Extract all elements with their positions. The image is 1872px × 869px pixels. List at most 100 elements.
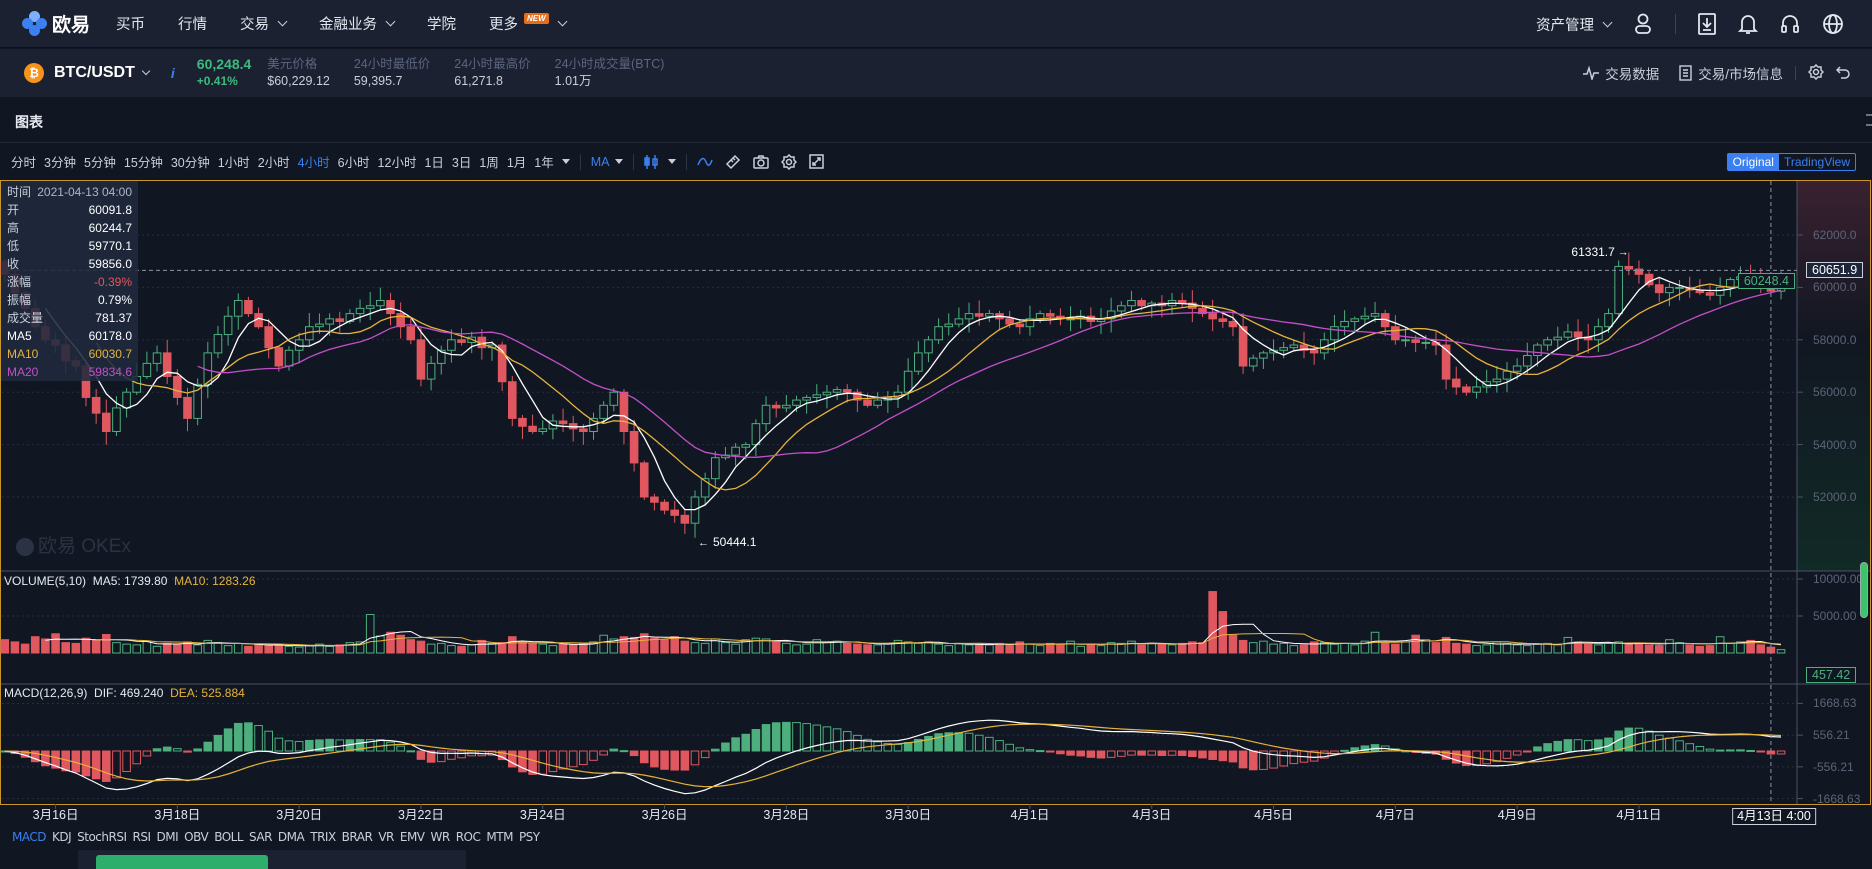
indicator-tab-dma[interactable]: DMA xyxy=(277,830,305,844)
volume-bar xyxy=(812,639,822,654)
indicator-tab-vr[interactable]: VR xyxy=(378,830,394,844)
line-draw-icon[interactable] xyxy=(697,157,714,167)
interval-14[interactable]: 1年 xyxy=(534,156,554,170)
interval-1[interactable]: 3分钟 xyxy=(44,156,76,170)
volume-bar xyxy=(325,645,334,654)
value: 0.79% xyxy=(97,293,132,307)
interval-3[interactable]: 15分钟 xyxy=(123,156,163,170)
volume-bar xyxy=(142,640,152,654)
market-info-button[interactable]: 交易/市场信息 xyxy=(1679,63,1783,83)
asset-management-menu[interactable]: 资产管理 xyxy=(1536,14,1613,35)
interval-7[interactable]: 4小时 xyxy=(297,156,330,170)
volume-bar xyxy=(1634,642,1644,654)
indicator-tab-obv[interactable]: OBV xyxy=(184,830,209,844)
indicator-tab-rsi[interactable]: RSI xyxy=(132,830,152,844)
indicator-tab-brar[interactable]: BRAR xyxy=(341,830,373,844)
nav-item-4[interactable]: 学院 xyxy=(427,13,456,34)
settings-gear-icon[interactable] xyxy=(1807,63,1825,83)
interval-5[interactable]: 1小时 xyxy=(217,156,250,170)
interval-10[interactable]: 1日 xyxy=(424,156,444,170)
indicator-tab-trix[interactable]: TRIX xyxy=(310,830,336,844)
interval-6[interactable]: 2小时 xyxy=(257,156,290,170)
fullscreen-icon[interactable] xyxy=(809,154,825,169)
candle-type-icon[interactable] xyxy=(644,154,659,170)
globe-icon[interactable] xyxy=(1822,13,1844,35)
user-icon[interactable] xyxy=(1633,13,1653,35)
candle-body xyxy=(832,389,842,393)
volume-bar xyxy=(538,643,548,654)
label: 时间 xyxy=(7,185,32,199)
indicator-tab-emv[interactable]: EMV xyxy=(399,830,425,844)
candle-body xyxy=(1330,326,1339,341)
indicator-tab-sar[interactable]: SAR xyxy=(249,830,272,844)
headset-icon[interactable] xyxy=(1780,13,1800,35)
interval-9[interactable]: 12小时 xyxy=(377,156,417,170)
macd-histogram-bar xyxy=(1320,750,1329,759)
interval-11[interactable]: 3日 xyxy=(451,156,472,170)
bell-icon[interactable] xyxy=(1738,13,1758,35)
ruler-icon[interactable] xyxy=(725,154,741,170)
indicator-tab-kdj[interactable]: KDJ xyxy=(51,830,72,844)
view-tradingview-button[interactable]: TradingView xyxy=(1783,155,1850,169)
nav-item-2[interactable]: 交易 xyxy=(240,13,288,34)
interval-8[interactable]: 6小时 xyxy=(337,156,370,170)
candle-body xyxy=(447,339,456,351)
value: -0.39% xyxy=(93,275,132,289)
indicator-tab-dmi[interactable]: DMI xyxy=(156,830,179,844)
download-icon[interactable] xyxy=(1698,13,1716,35)
nav-item-3[interactable]: 金融业务 xyxy=(319,13,396,34)
trade-data-button[interactable]: 交易数据 xyxy=(1583,63,1659,83)
macd-histogram-bar xyxy=(1492,750,1502,763)
nav-item-0[interactable]: 买币 xyxy=(116,13,145,34)
interval-4[interactable]: 30分钟 xyxy=(170,156,210,170)
value: 60244.7 xyxy=(88,221,132,235)
macd-histogram-bar xyxy=(1340,749,1349,752)
macd-histogram-bar xyxy=(365,739,375,752)
interval-12[interactable]: 1周 xyxy=(479,156,499,170)
candle-type-caret-icon[interactable] xyxy=(668,159,677,164)
macd-histogram-bar xyxy=(51,750,60,769)
buy-tab-button[interactable] xyxy=(96,855,268,869)
macd-histogram-bar xyxy=(558,750,568,770)
nav-item-5[interactable]: 更多 NEW xyxy=(489,13,568,34)
logo[interactable]: 欧易 xyxy=(22,10,94,37)
candle-body xyxy=(1015,323,1025,328)
indicator-tab-psy[interactable]: PSY xyxy=(518,830,540,844)
nav-item-1[interactable]: 行情 xyxy=(178,13,207,34)
chart-header: 图表 xyxy=(0,98,1872,143)
volume-bar xyxy=(1543,642,1552,654)
undo-icon[interactable] xyxy=(1835,65,1850,82)
x-axis-tick: 3月18日 xyxy=(154,808,201,822)
menu-icon[interactable] xyxy=(1866,114,1872,126)
volume-bar xyxy=(294,646,304,654)
indicator-tab-macd[interactable]: MACD xyxy=(12,830,46,844)
candle-body xyxy=(213,334,223,354)
indicator-tab-mtm[interactable]: MTM xyxy=(486,830,513,844)
macd-histogram-bar xyxy=(1015,747,1025,752)
macd-histogram-bar xyxy=(264,730,273,752)
volume-bar xyxy=(1198,642,1207,654)
pair-selector[interactable]: BTC/USDT xyxy=(54,64,135,81)
indicator-caret-icon[interactable] xyxy=(615,159,624,164)
volume-scroll-handle[interactable] xyxy=(1860,562,1868,618)
settings-gear-icon[interactable] xyxy=(781,153,798,170)
macd-histogram-bar xyxy=(508,750,517,768)
interval-13[interactable]: 1月 xyxy=(506,156,527,170)
indicator-tab-roc[interactable]: ROC xyxy=(455,830,481,844)
view-original-button[interactable]: Original xyxy=(1727,154,1779,170)
volume-bar xyxy=(1523,645,1532,654)
indicator-select[interactable]: MA xyxy=(590,154,610,169)
indicator-tab-boll[interactable]: BOLL xyxy=(214,830,244,844)
interval-0[interactable]: 分时 xyxy=(11,156,37,170)
indicator-tab-stochrsi[interactable]: StochRSI xyxy=(77,830,127,844)
camera-icon[interactable] xyxy=(753,154,770,169)
volume-bar xyxy=(274,644,284,654)
interval-2[interactable]: 5分钟 xyxy=(83,156,116,170)
candle-body xyxy=(944,323,954,328)
info-icon[interactable]: i xyxy=(170,65,175,81)
more-intervals-caret-icon[interactable] xyxy=(561,159,570,164)
candle-body xyxy=(639,462,649,498)
indicator-tab-wr[interactable]: WR xyxy=(430,830,451,844)
volume-bar xyxy=(406,639,416,654)
